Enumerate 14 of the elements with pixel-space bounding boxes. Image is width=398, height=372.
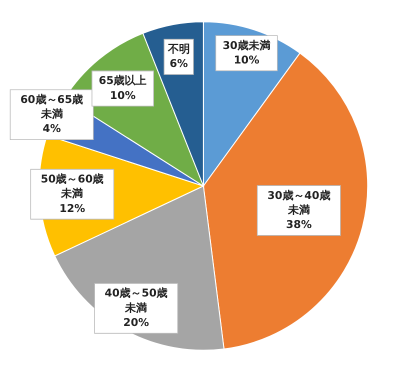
data-label: 10% [234, 53, 260, 66]
data-label: 12% [59, 202, 86, 215]
data-label: 38% [286, 218, 312, 232]
data-label: 4% [42, 122, 62, 136]
slice-label: 50歳～60歳未満 [40, 172, 104, 200]
data-label: 20% [123, 316, 150, 329]
slice-label: 30歳未満 [222, 38, 271, 52]
data-label: 10% [110, 88, 136, 102]
slice-label: 30歳～40歳未満 [267, 188, 330, 216]
data-label: 6% [170, 57, 188, 70]
slice-label: 不明 [166, 42, 190, 56]
slice-label: 40歳～50歳未満 [104, 286, 168, 314]
slice-label: 60歳～65歳未満 [20, 92, 84, 121]
slice-label: 65歳以上 [98, 74, 147, 88]
